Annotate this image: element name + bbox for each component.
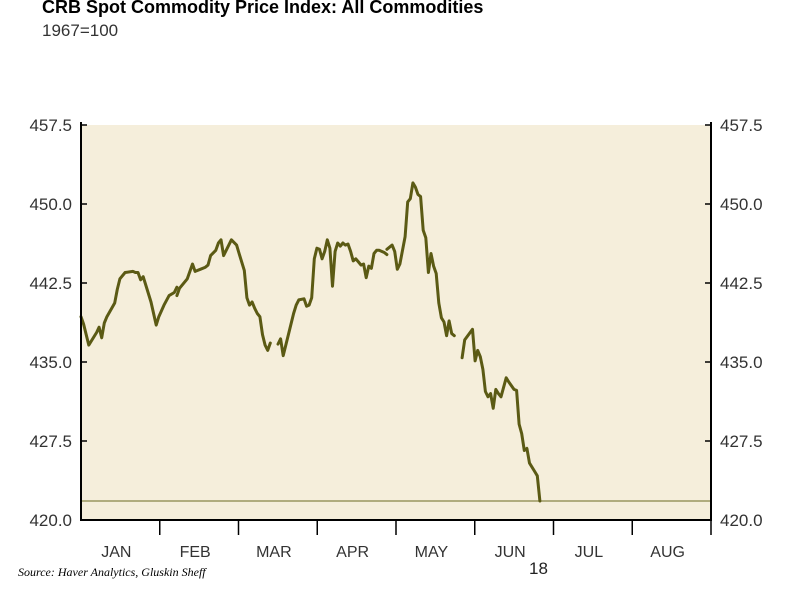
x-tick-label: MAR bbox=[256, 544, 292, 561]
y-tick-label-left: 442.5 bbox=[29, 274, 72, 293]
x-tick-label: AUG bbox=[650, 544, 685, 561]
series-line-segment-4 bbox=[385, 181, 456, 338]
y-tick-label-right: 435.0 bbox=[720, 353, 763, 372]
page-number: 18 bbox=[529, 559, 548, 578]
y-tick-label-left: 427.5 bbox=[29, 432, 72, 451]
x-tick-label: JUN bbox=[495, 544, 526, 561]
y-tick-label-left: 457.5 bbox=[29, 116, 72, 135]
series-line-segment-1 bbox=[79, 269, 179, 347]
series-line-segment-3 bbox=[276, 238, 389, 358]
x-tick-label: JUL bbox=[575, 544, 604, 561]
x-tick-label: FEB bbox=[180, 544, 211, 561]
plot-area bbox=[81, 125, 711, 520]
y-tick-label-right: 420.0 bbox=[720, 511, 763, 530]
x-tick-label: APR bbox=[336, 544, 369, 561]
source-note: Source: Haver Analytics, Gluskin Sheff bbox=[18, 565, 206, 579]
y-tick-label-left: 450.0 bbox=[29, 195, 72, 214]
y-tick-label-right: 442.5 bbox=[720, 274, 763, 293]
y-tick-label-right: 457.5 bbox=[720, 116, 763, 135]
chart-title: CRB Spot Commodity Price Index: All Comm… bbox=[42, 0, 484, 17]
x-tick-label: MAY bbox=[415, 544, 449, 561]
y-tick-label-right: 427.5 bbox=[720, 432, 763, 451]
y-tick-label-left: 435.0 bbox=[29, 353, 72, 372]
x-tick-label: JAN bbox=[101, 544, 131, 561]
series-line-segment-5 bbox=[460, 327, 542, 503]
series-line-segment-2 bbox=[175, 238, 272, 352]
y-tick-label-left: 420.0 bbox=[29, 511, 72, 530]
y-tick-label-right: 450.0 bbox=[720, 195, 763, 214]
chart-subtitle: 1967=100 bbox=[42, 21, 119, 40]
